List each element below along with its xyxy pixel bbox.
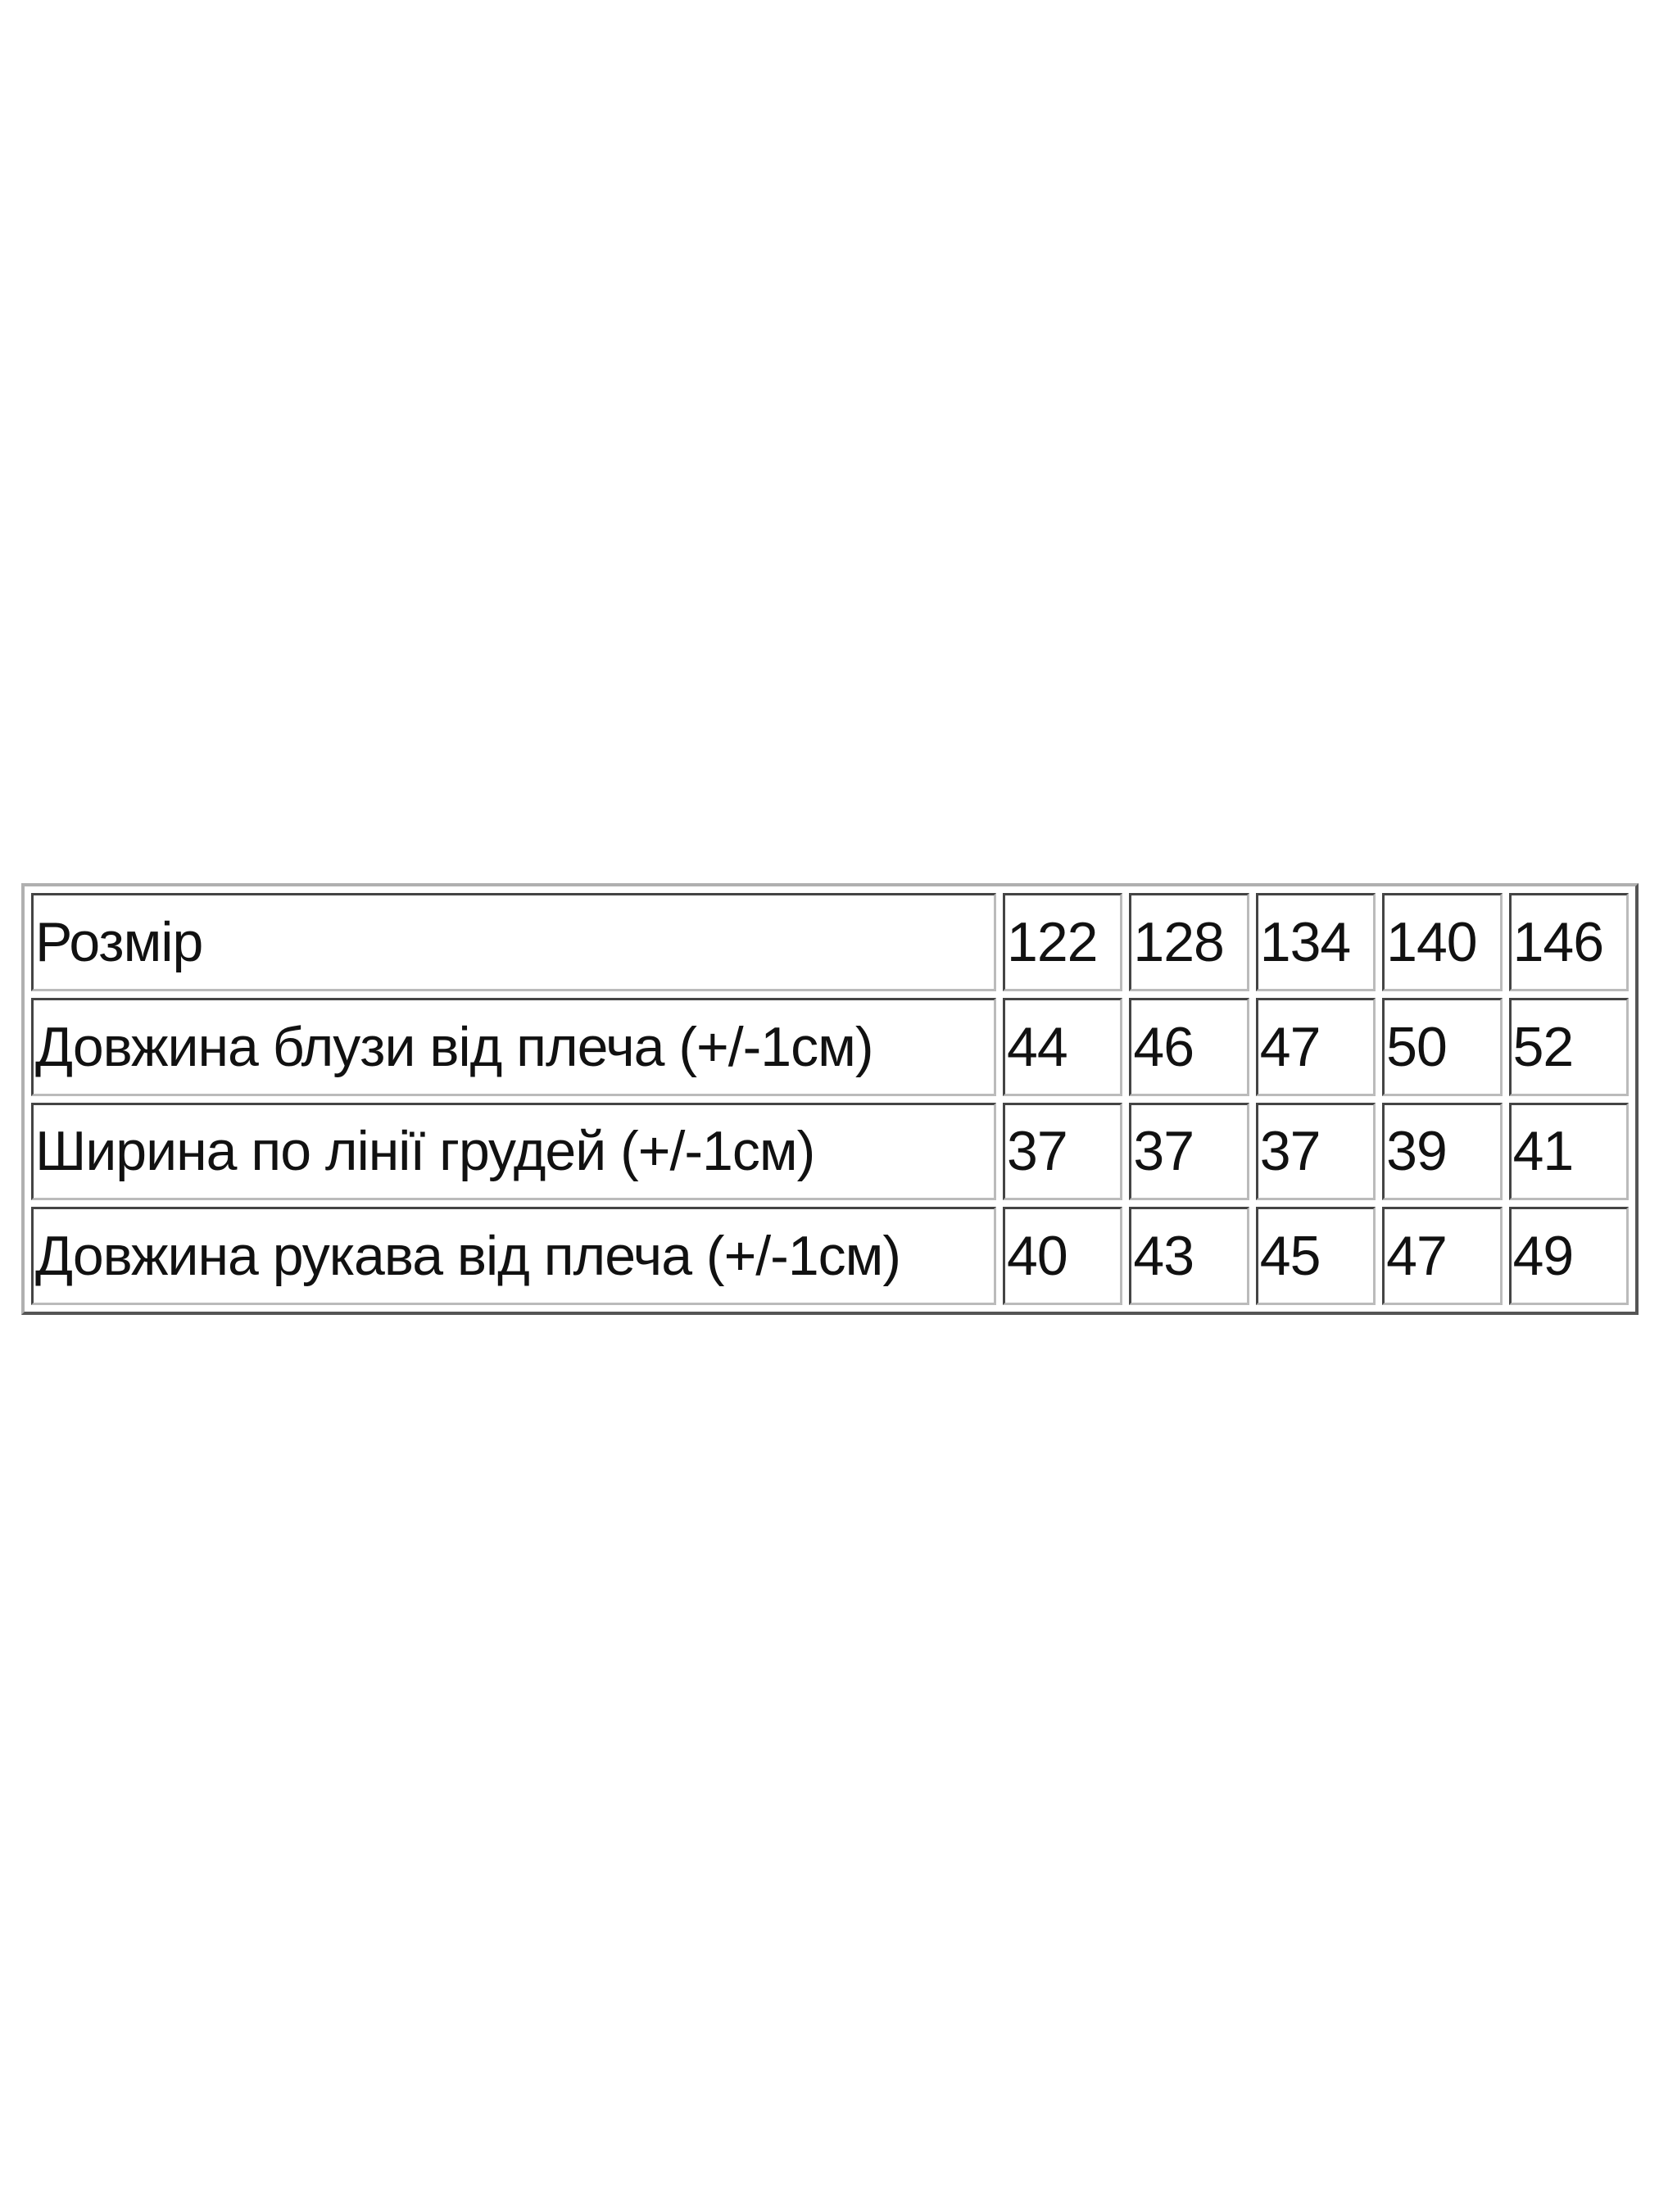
value-cell: 47 bbox=[1382, 1207, 1503, 1305]
value-cell: 37 bbox=[1129, 1102, 1249, 1201]
table-row: Ширина по лінії грудей (+/-1см) 37 37 37… bbox=[31, 1102, 1629, 1201]
value-cell: 37 bbox=[1003, 1102, 1123, 1201]
table-row: Довжина рукава від плеча (+/-1см) 40 43 … bbox=[31, 1207, 1629, 1305]
value-cell: 44 bbox=[1003, 997, 1123, 1096]
value-cell: 41 bbox=[1508, 1102, 1629, 1201]
size-cell: 122 bbox=[1003, 893, 1123, 991]
value-cell: 40 bbox=[1003, 1207, 1123, 1305]
value-cell: 43 bbox=[1129, 1207, 1249, 1305]
value-cell: 39 bbox=[1382, 1102, 1503, 1201]
row-label: Ширина по лінії грудей (+/-1см) bbox=[31, 1102, 996, 1201]
value-cell: 50 bbox=[1382, 997, 1503, 1096]
value-cell: 49 bbox=[1508, 1207, 1629, 1305]
value-cell: 45 bbox=[1255, 1207, 1376, 1305]
header-label: Розмір bbox=[31, 893, 996, 991]
value-cell: 47 bbox=[1255, 997, 1376, 1096]
value-cell: 46 bbox=[1129, 997, 1249, 1096]
size-cell: 146 bbox=[1508, 893, 1629, 991]
value-cell: 52 bbox=[1508, 997, 1629, 1096]
row-label: Довжина рукава від плеча (+/-1см) bbox=[31, 1207, 996, 1305]
table-row: Довжина блузи від плеча (+/-1см) 44 46 4… bbox=[31, 997, 1629, 1096]
size-cell: 128 bbox=[1129, 893, 1249, 991]
size-cell: 134 bbox=[1255, 893, 1376, 991]
row-label: Довжина блузи від плеча (+/-1см) bbox=[31, 997, 996, 1096]
header-row: Розмір 122 128 134 140 146 bbox=[31, 893, 1629, 991]
value-cell: 37 bbox=[1255, 1102, 1376, 1201]
size-chart-table: Розмір 122 128 134 140 146 Довжина блузи… bbox=[21, 883, 1639, 1315]
size-cell: 140 bbox=[1382, 893, 1503, 991]
